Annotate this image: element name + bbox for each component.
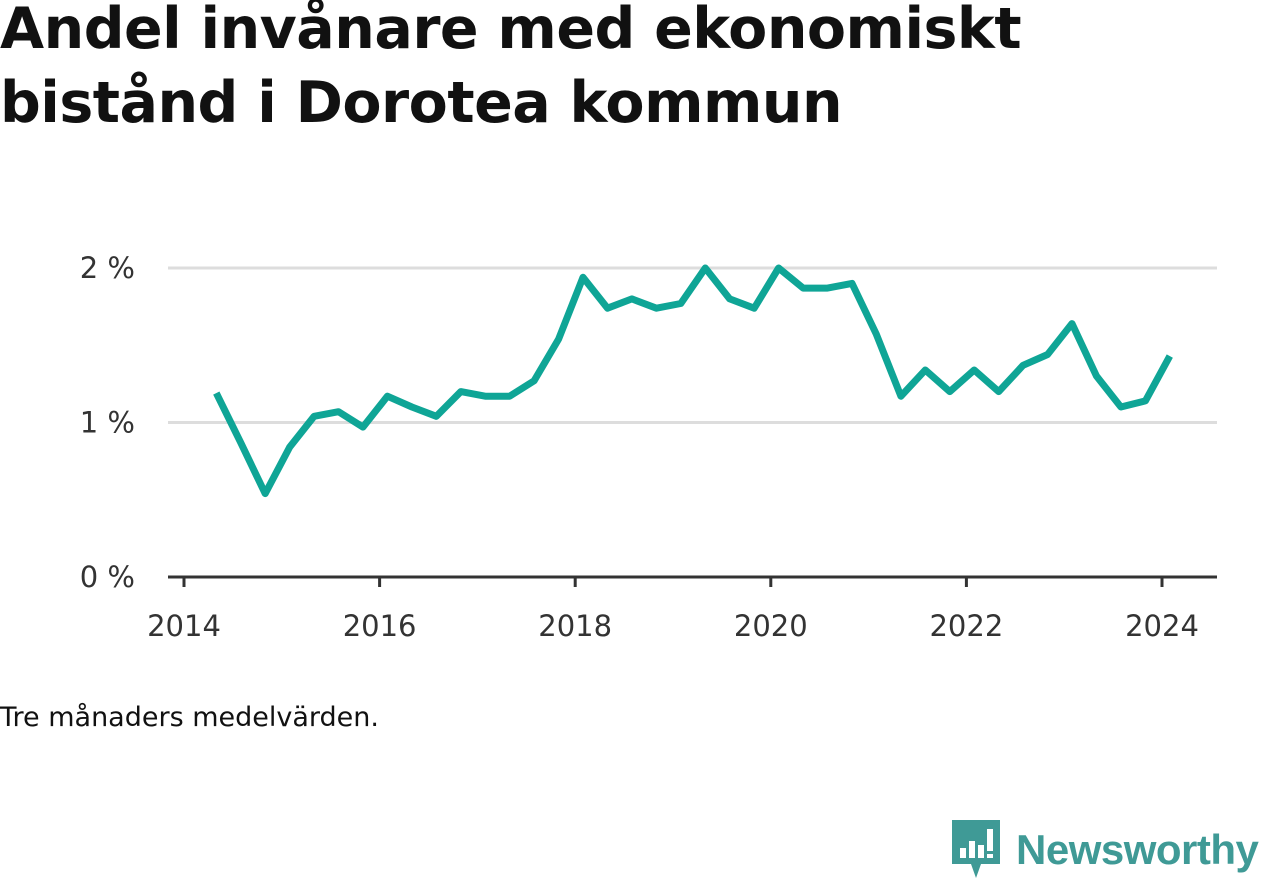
y-tick-label: 0 % — [80, 560, 135, 594]
gridlines — [168, 266, 1217, 424]
brand-name: Newsworthy — [1016, 826, 1259, 873]
y-axis-tick-labels: 0 % 1 % 2 % — [80, 251, 135, 594]
series-line — [213, 264, 1173, 498]
x-tick-label: 2018 — [538, 609, 612, 643]
y-tick-label: 1 % — [80, 406, 135, 440]
y-tick-label: 2 % — [80, 251, 135, 285]
x-tick-label: 2024 — [1125, 609, 1199, 643]
x-tick-label: 2020 — [734, 609, 808, 643]
footnote: Tre månaders medelvärden. — [0, 702, 379, 733]
x-tick-label: 2022 — [929, 609, 1003, 643]
x-axis-ticks: 2014 2016 2018 2020 2022 2024 — [147, 577, 1199, 643]
bar-chart-speech-bubble-icon — [952, 820, 1000, 878]
x-tick-label: 2016 — [343, 609, 417, 643]
x-tick-label: 2014 — [147, 609, 221, 643]
chart-title: Andel invånare med ekonomiskt bistånd i … — [0, 0, 1022, 136]
brand-logo: Newsworthy — [952, 820, 1259, 880]
